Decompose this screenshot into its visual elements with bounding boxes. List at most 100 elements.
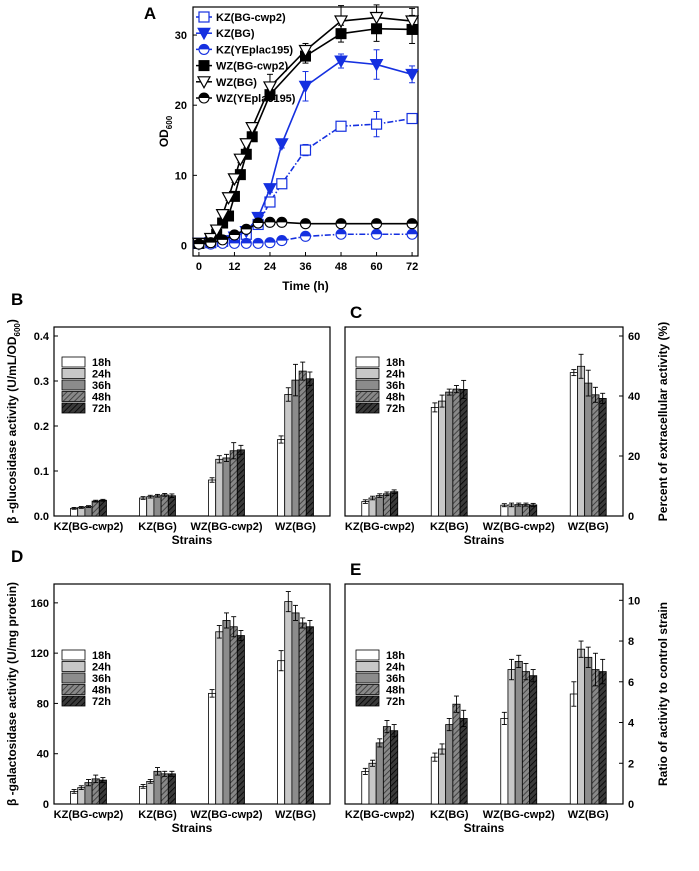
legend-entry: 72h — [92, 696, 111, 708]
legend-swatch — [61, 661, 86, 672]
bar — [521, 671, 530, 805]
y-tick-label: 6 — [628, 677, 634, 689]
bar — [229, 626, 238, 805]
legend-swatch — [61, 649, 86, 661]
data-point — [240, 223, 252, 235]
bar — [375, 495, 384, 517]
legend-swatch — [355, 695, 380, 707]
legend-entry: 18h — [386, 357, 405, 369]
x-tick-label: KZ(BG) — [430, 809, 469, 821]
x-tick-label: WZ(BG) — [275, 521, 316, 533]
x-tick-label: 36 — [299, 261, 311, 273]
x-tick-label: WZ(BG-cwp2) — [483, 521, 555, 533]
bar — [584, 656, 593, 805]
y-tick-label: 160 — [31, 598, 49, 610]
legend-entry: 24h — [92, 662, 111, 674]
y-tick-label: 30 — [175, 30, 187, 42]
bar — [591, 394, 600, 517]
data-point — [274, 138, 289, 151]
legend-entry: KZ(BG) — [216, 28, 255, 40]
legend-entry: 48h — [92, 392, 111, 404]
bar-group-WZ(BG) — [569, 640, 607, 805]
data-point — [369, 11, 384, 25]
bar — [84, 506, 93, 517]
legend-entry: 72h — [386, 403, 405, 415]
y-axis-label: β -glucosidase activity (U/mL/OD600) — [5, 319, 22, 524]
x-axis-label: Time (h) — [282, 279, 328, 293]
y-tick-label: 0.1 — [34, 466, 49, 478]
legend-swatch — [355, 684, 380, 695]
data-point — [252, 237, 264, 249]
y-tick-label: 0.2 — [34, 421, 49, 433]
bar — [277, 660, 286, 805]
bar — [291, 379, 300, 517]
bar-group-KZ(BG-cwp2) — [70, 774, 107, 805]
bar — [529, 675, 538, 805]
bar — [382, 493, 391, 517]
data-point-fill — [241, 238, 252, 244]
data-point — [371, 228, 383, 240]
data-point — [264, 237, 276, 249]
data-point — [370, 118, 383, 130]
legend-swatch — [355, 661, 380, 672]
series-WZ(BG) — [191, 4, 420, 251]
bar — [361, 771, 370, 805]
x-tick-label: KZ(BG) — [138, 809, 177, 821]
bar — [229, 450, 238, 517]
data-point-fill — [241, 224, 252, 230]
bar-group-KZ(BG) — [430, 379, 468, 517]
x-tick-label: WZ(BG-cwp2) — [190, 521, 262, 533]
bar — [153, 770, 162, 805]
bar — [577, 365, 586, 517]
legend-entry: 24h — [386, 662, 405, 674]
bar — [459, 388, 468, 517]
bar — [215, 458, 224, 517]
y-tick-label: 0.4 — [34, 331, 50, 343]
panel-label-b: B — [11, 290, 23, 309]
legend-marker — [198, 60, 210, 72]
legend-marker — [198, 43, 210, 55]
data-point — [245, 122, 260, 135]
legend-entry: 36h — [92, 380, 111, 392]
plot-frame — [53, 326, 331, 517]
series-WZ(YEplac195) — [193, 216, 418, 250]
x-tick-label: KZ(BG-cwp2) — [345, 521, 415, 533]
plot-frame — [344, 326, 624, 517]
bar — [507, 669, 516, 805]
legend-entry: 36h — [386, 673, 405, 685]
y-axis-label: Percent of extracellular activity (%) — [656, 322, 670, 521]
bar — [598, 397, 607, 517]
bar — [139, 497, 148, 517]
y-tick-label: 40 — [37, 749, 49, 761]
data-point — [276, 216, 288, 228]
panel-label-a: A — [144, 4, 156, 23]
data-point-fill — [407, 218, 418, 224]
data-point-fill — [407, 229, 418, 235]
y-tick-label: 0 — [181, 240, 187, 252]
y-tick-label: 0 — [628, 511, 634, 523]
legend-swatch — [61, 402, 86, 414]
bar-group-KZ(BG-cwp2) — [361, 489, 399, 517]
legend-swatch — [355, 356, 380, 368]
bar — [452, 703, 461, 805]
y-tick-label: 0.3 — [34, 376, 49, 388]
bar — [222, 620, 231, 805]
bar — [569, 372, 578, 517]
data-point — [334, 55, 348, 69]
data-point — [215, 209, 230, 222]
bar — [305, 378, 314, 517]
legend-entry: 72h — [386, 696, 405, 708]
legend-marker-fill — [199, 93, 209, 98]
legend-entry: 72h — [92, 403, 111, 415]
x-tick-label: 12 — [228, 261, 240, 273]
bar — [445, 724, 454, 805]
data-point — [406, 228, 418, 240]
data-point — [240, 237, 252, 249]
bar — [452, 388, 461, 517]
y-axis-label: Ratio of activity to control strain — [656, 602, 670, 786]
data-point-fill — [253, 218, 264, 224]
y-tick-label: 120 — [31, 648, 49, 660]
data-point — [406, 112, 418, 125]
